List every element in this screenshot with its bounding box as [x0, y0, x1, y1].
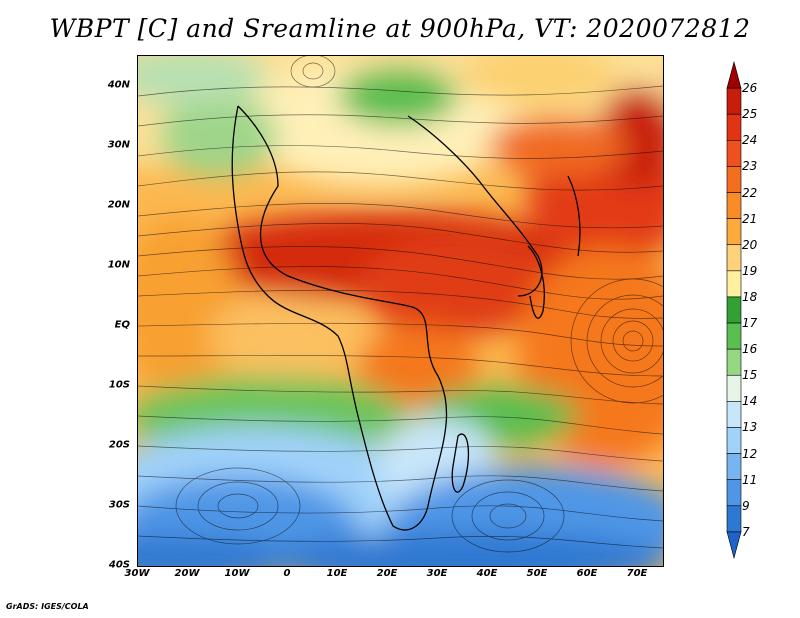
colorbar-box — [726, 401, 742, 428]
map-plot-area — [137, 55, 664, 567]
colorbar-box — [726, 113, 742, 141]
colorbar-box — [726, 531, 742, 560]
coastlines — [231, 105, 581, 531]
colorbar-label: 17 — [742, 316, 758, 331]
colorbar-label: 14 — [742, 394, 758, 409]
colorbar — [726, 60, 742, 560]
colorbar-box — [726, 374, 742, 402]
colorbar-label: 22 — [742, 185, 758, 200]
lat-tick-label: 40N — [107, 79, 130, 91]
colorbar-box — [726, 296, 742, 324]
colorbar-label: 9 — [742, 498, 750, 513]
colorbar-label: 7 — [742, 524, 750, 539]
lon-tick-label: 30E — [426, 568, 448, 579]
colorbar-box — [726, 453, 742, 480]
colorbar-label: 26 — [742, 81, 758, 96]
colorbar-box — [726, 479, 742, 507]
colorbar-label: 12 — [742, 446, 758, 461]
lon-tick-label: 30W — [124, 568, 150, 579]
colorbar-box — [726, 218, 742, 246]
colorbar-box — [726, 505, 742, 533]
lat-tick-label: 20S — [108, 439, 130, 451]
lon-tick-label: 50E — [526, 568, 548, 579]
colorbar-label: 13 — [742, 420, 758, 435]
colorbar-box — [726, 322, 742, 350]
lat-tick-label: EQ — [114, 319, 130, 331]
lon-tick-label: 20E — [376, 568, 398, 579]
colorbar-label: 16 — [742, 342, 758, 357]
lat-tick-label: 40S — [108, 559, 130, 571]
colorbar-label: 24 — [742, 133, 758, 148]
streamlines — [138, 56, 663, 553]
lat-tick-label: 20N — [107, 199, 130, 211]
colorbar-label: 25 — [742, 107, 758, 122]
lon-tick-label: 60E — [576, 568, 598, 579]
lon-tick-label: 70E — [626, 568, 648, 579]
colorbar-box — [726, 192, 742, 219]
lon-tick-label: 40E — [476, 568, 498, 579]
colorbar-box — [726, 166, 742, 193]
lon-tick-label: 10E — [326, 568, 348, 579]
colorbar-box — [726, 140, 742, 167]
colorbar-label: 19 — [742, 263, 758, 278]
colorbar-box — [726, 348, 742, 376]
lon-tick-label: 0 — [283, 568, 291, 579]
lat-tick-label: 10S — [108, 379, 130, 391]
colorbar-box — [726, 270, 742, 298]
colorbar-label: 11 — [742, 472, 758, 487]
grads-credit: GrADS: IGES/COLA — [6, 602, 89, 611]
lon-tick-label: 20W — [174, 568, 200, 579]
colorbar-box — [726, 244, 742, 272]
lon-tick-label: 10W — [224, 568, 250, 579]
colorbar-label: 21 — [742, 211, 758, 226]
colorbar-label: 20 — [742, 237, 758, 252]
colorbar-box — [726, 60, 742, 89]
colorbar-box — [726, 427, 742, 454]
colorbar-label: 15 — [742, 368, 758, 383]
colorbar-label: 18 — [742, 289, 758, 304]
wbpt-field — [138, 56, 663, 566]
lat-tick-label: 30S — [108, 499, 130, 511]
lat-tick-label: 30N — [107, 139, 130, 151]
lat-tick-label: 10N — [107, 259, 130, 271]
colorbar-box — [726, 87, 742, 115]
chart-title: WBPT [C] and Sreamline at 900hPa, VT: 20… — [49, 14, 751, 43]
colorbar-label: 23 — [742, 159, 758, 174]
